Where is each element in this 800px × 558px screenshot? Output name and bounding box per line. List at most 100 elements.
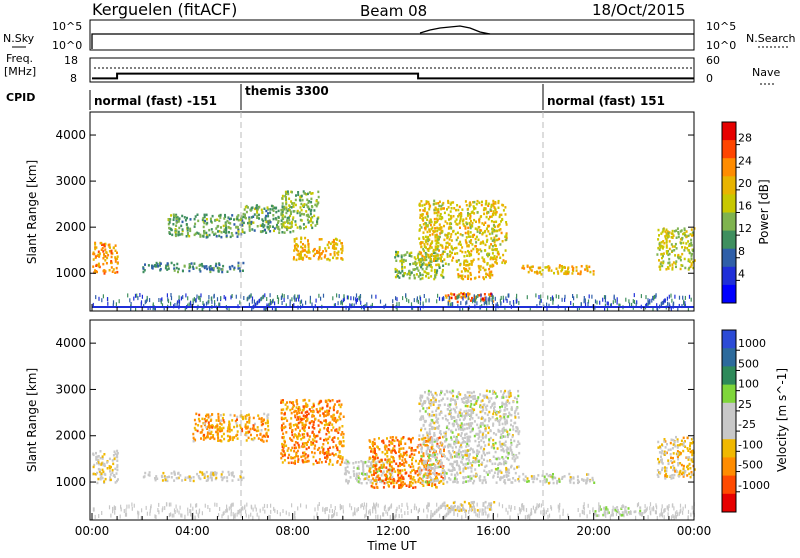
vel-echo-cell [438, 473, 440, 476]
power-echo-cell [442, 253, 444, 256]
vel-echo-cell [406, 454, 408, 457]
power-echo-cell [209, 271, 211, 274]
power-echo-cell [249, 226, 251, 229]
vel-echo-cell [165, 479, 167, 482]
power-echo-cell [282, 217, 284, 220]
vel-echo-cell [306, 414, 308, 417]
power-echo-cell [441, 245, 443, 248]
vel-echo-cell [456, 423, 458, 426]
power-echo-cell [499, 243, 501, 246]
vel-echo-cell [389, 473, 391, 476]
power-echo-cell [457, 232, 459, 235]
power-echo-cell [450, 210, 452, 213]
power-echo-cell [305, 210, 307, 213]
power-clutter-cell [299, 295, 300, 299]
power-echo-cell [498, 253, 500, 256]
vel-echo-cell [332, 464, 334, 467]
power-clutter-cell [263, 295, 264, 299]
vel-echo-cell [435, 416, 437, 419]
vel-echo-cell [192, 433, 194, 436]
vel-echo-cell [393, 482, 395, 485]
vel-echo-cell [109, 458, 111, 461]
vel-echo-cell [116, 469, 118, 472]
power-echo-cell [281, 197, 283, 200]
vel-echo-cell [315, 418, 317, 421]
vel-echo-cell [507, 436, 509, 439]
power-echo-cell [482, 232, 484, 235]
vel-echo-cell [458, 453, 460, 456]
power-echo-cell [264, 229, 266, 232]
vel-echo-cell [208, 416, 210, 419]
vel-echo-cell [423, 468, 425, 471]
vel-echo-cell [441, 411, 443, 414]
vel-echo-cell [287, 406, 289, 409]
vel-echo-cell [103, 480, 105, 483]
vel-echo-cell [202, 473, 204, 476]
vel-echo-cell [257, 426, 259, 429]
vel-echo-cell [453, 436, 455, 439]
power-clutter-cell [359, 298, 360, 302]
vel-echo-cell [403, 465, 405, 468]
power-echo-cell [587, 270, 589, 273]
power-echo-cell [586, 266, 588, 269]
vel-echo-cell [299, 416, 301, 419]
power-clutter-cell [634, 293, 635, 297]
power-echo-cell [311, 227, 313, 230]
power-echo-cell [300, 238, 302, 241]
vel-echo-cell [425, 420, 427, 423]
vel-echo-cell [388, 444, 390, 447]
power-echo-cell [435, 202, 437, 205]
power-echo-cell [465, 232, 467, 235]
vel-echo-cell [262, 420, 264, 423]
power-echo-cell [457, 209, 459, 212]
vel-echo-cell [517, 390, 519, 393]
vel-echo-cell [512, 436, 514, 439]
power-echo-cell [92, 265, 94, 268]
vel-echo-cell [232, 479, 234, 482]
power-clutter-cell [167, 293, 168, 297]
vel-echo-cell [109, 465, 111, 468]
vel-echo-cell [315, 435, 317, 438]
power-echo-cell [449, 250, 451, 253]
power-echo-cell [468, 251, 470, 254]
power-echo-cell [482, 267, 484, 270]
vel-echo-cell [507, 474, 509, 477]
vel-echo-cell [400, 453, 402, 456]
vel-echo-cell [352, 462, 354, 465]
power-echo-cell [306, 214, 308, 217]
power-echo-cell [282, 202, 284, 205]
vel-echo-cell [291, 434, 293, 437]
power-echo-cell [671, 250, 673, 253]
power-echo-cell [316, 221, 318, 224]
power-echo-cell [271, 205, 273, 208]
vel-echo-cell [285, 417, 287, 420]
power-echo-cell [291, 206, 293, 209]
power-echo-cell [487, 230, 489, 233]
vel-echo-cell [228, 473, 230, 476]
vel-echo-cell [514, 457, 516, 460]
power-echo-cell [188, 235, 190, 238]
power-echo-cell [242, 231, 244, 234]
power-echo-cell [420, 266, 422, 269]
vel-echo-cell [421, 438, 423, 441]
vel-echo-cell [292, 402, 294, 405]
power-echo-cell [409, 263, 411, 266]
vel-echo-cell [499, 409, 501, 412]
power-clutter-cell [552, 301, 553, 305]
vel-echo-cell [304, 457, 306, 460]
vel-echo-region-1 [143, 471, 245, 483]
power-echo-cell [505, 261, 507, 264]
vel-echo-cell [429, 476, 431, 479]
power-clutter-cell [339, 294, 340, 298]
vel-echo-cell [336, 400, 338, 403]
vel-echo-cell [282, 408, 284, 411]
vel-echo-cell [478, 427, 480, 430]
vel-echo-cell [371, 461, 373, 464]
power-echo-cell [454, 220, 456, 223]
power-echo-cell [471, 297, 473, 300]
vel-echo-cell [199, 471, 201, 474]
vel-echo-cell [248, 437, 250, 440]
power-echo-cell [451, 207, 453, 210]
power-echo-cell [440, 274, 442, 277]
vel-echo-cell [418, 403, 420, 406]
